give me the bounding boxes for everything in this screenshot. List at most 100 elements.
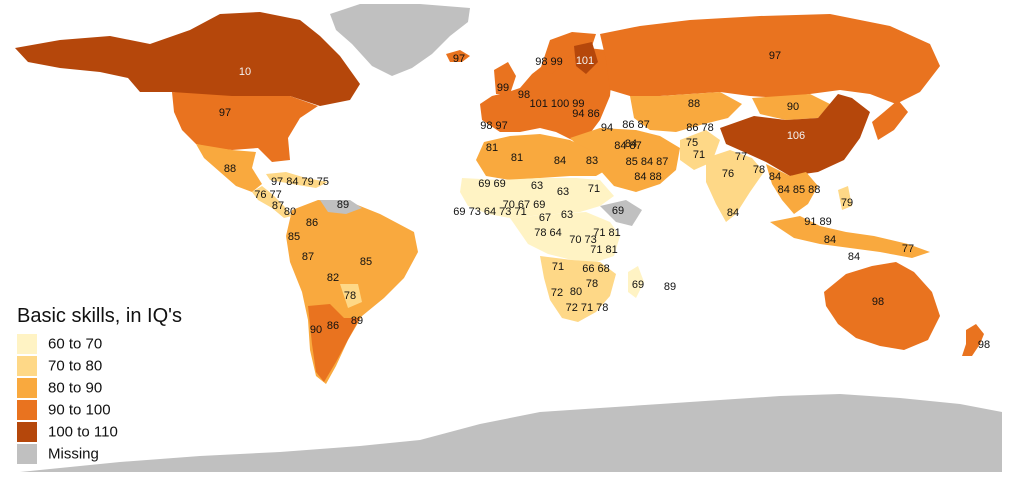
- label-myanmar: 84: [769, 171, 781, 183]
- label-west-africa: 70 67 69: [503, 199, 546, 211]
- legend-swatch-60-70: [17, 334, 37, 354]
- label-malawi-moz: 71 81: [590, 244, 618, 256]
- philippines-region: [838, 186, 852, 210]
- russia-region: [600, 14, 940, 104]
- label-morocco: 81: [486, 142, 498, 154]
- legend-label-100-110: 100 to 110: [48, 424, 118, 441]
- label-libya: 84: [554, 155, 566, 167]
- label-uk-ireland: 99: [497, 82, 509, 94]
- label-angola: 71: [552, 261, 564, 273]
- label-png: 77: [902, 243, 914, 255]
- mongolia-region: [752, 94, 830, 120]
- label-indonesia: 84: [824, 234, 836, 246]
- legend-label-60-70: 60 to 70: [48, 336, 102, 353]
- country-value-labels: 10 97 88 97 84 79 75 76 77 87 80 89 86 8…: [219, 50, 990, 351]
- label-madagascar: 69: [632, 279, 644, 291]
- label-thailand-vietnam: 84 85 88: [778, 184, 821, 196]
- label-venezuela-guyana: 89: [337, 199, 349, 211]
- label-malaysia: 91 89: [804, 216, 832, 228]
- label-new-zealand: 98: [978, 339, 990, 351]
- label-afghanistan: 75: [686, 137, 698, 149]
- caribbean-region: [266, 172, 328, 188]
- legend-swatch-70-80: [17, 356, 37, 376]
- label-scandinavia: 98 99: [535, 56, 563, 68]
- label-usa: 97: [219, 107, 231, 119]
- china-region: [720, 94, 870, 176]
- label-chad: 63: [557, 186, 569, 198]
- label-mauritania-mali: 69 69: [478, 178, 506, 190]
- madagascar-region: [628, 266, 644, 298]
- label-sri-lanka: 84: [727, 207, 739, 219]
- iceland-region: [446, 50, 470, 62]
- label-australia: 98: [872, 296, 884, 308]
- label-iberia: 98 97: [480, 120, 508, 132]
- label-france: 98: [518, 89, 530, 101]
- central-africa-region: [510, 212, 620, 262]
- legend-swatch-100-110: [17, 422, 37, 442]
- label-argentina: 86: [327, 320, 339, 332]
- scandinavia-region: [540, 32, 596, 74]
- southern-africa-region: [540, 256, 616, 322]
- label-kenya-tz: 71 81: [593, 227, 621, 239]
- australia-region: [824, 262, 940, 350]
- label-iraq-syria: 84 87: [614, 140, 642, 152]
- label-pakistan: 71: [693, 149, 705, 161]
- label-turkey: 94: [601, 122, 613, 134]
- label-china: 106: [787, 130, 805, 142]
- label-zimbabwe: 78: [586, 278, 598, 290]
- label-zambia: 66 68: [582, 263, 610, 275]
- label-india: 76: [722, 168, 734, 180]
- label-finland: 101: [576, 55, 594, 67]
- label-nigeria: 67: [539, 212, 551, 224]
- usa-region: [172, 92, 318, 162]
- label-west-africa-coast: 69 73 64 73 71: [453, 206, 526, 218]
- southern-cone-region: [308, 304, 360, 382]
- label-car: 63: [561, 209, 573, 221]
- canada-region: [15, 12, 360, 106]
- label-levant-gulf: 85 84 87: [626, 156, 669, 168]
- label-iceland: 97: [453, 53, 465, 65]
- kazakhstan-central-asia-region: [630, 92, 742, 132]
- north-africa-region: [476, 134, 610, 180]
- label-botswana: 80: [570, 286, 582, 298]
- legend-label-90-100: 90 to 100: [48, 402, 111, 419]
- label-mexico: 88: [224, 163, 236, 175]
- label-bangladesh: 78: [753, 164, 765, 176]
- label-balkans: 94 86: [572, 108, 600, 120]
- indonesia-region: [770, 216, 930, 258]
- new-zealand-region: [962, 324, 984, 356]
- legend-swatch-90-100: [17, 400, 37, 420]
- sahel-region: [460, 178, 614, 218]
- label-paraguay: 78: [344, 290, 356, 302]
- label-iran: 84: [625, 138, 637, 150]
- label-niger: 63: [531, 180, 543, 192]
- greenland-region: [330, 4, 470, 76]
- label-egypt: 83: [586, 155, 598, 167]
- landmasses: [15, 4, 1002, 472]
- legend-swatch-80-90: [17, 378, 37, 398]
- middle-east-region: [570, 128, 680, 192]
- legend-title: Basic skills, in IQ's: [17, 305, 182, 327]
- label-bolivia: 82: [327, 272, 339, 284]
- label-caribbean: 97 84 79 75: [271, 176, 329, 188]
- europe-region: [480, 48, 612, 140]
- label-uruguay: 89: [351, 315, 363, 327]
- legend-label-80-90: 80 to 90: [48, 380, 102, 397]
- label-sudan: 71: [588, 183, 600, 195]
- label-gabon-congo: 78 64: [534, 227, 562, 239]
- label-colombia: 86: [306, 217, 318, 229]
- label-russia: 97: [769, 50, 781, 62]
- india-region: [706, 150, 764, 222]
- mexico-region: [196, 144, 262, 192]
- label-canada: 10: [239, 66, 251, 78]
- label-south-africa: 72 71 78: [566, 302, 609, 314]
- label-peru: 87: [302, 251, 314, 263]
- central-america-region: [252, 186, 292, 218]
- label-central-america-b: 87: [272, 200, 284, 212]
- label-timor: 84: [848, 251, 860, 263]
- label-central-america-c: 80: [284, 206, 296, 218]
- japan-region: [872, 100, 908, 140]
- label-algeria: 81: [511, 152, 523, 164]
